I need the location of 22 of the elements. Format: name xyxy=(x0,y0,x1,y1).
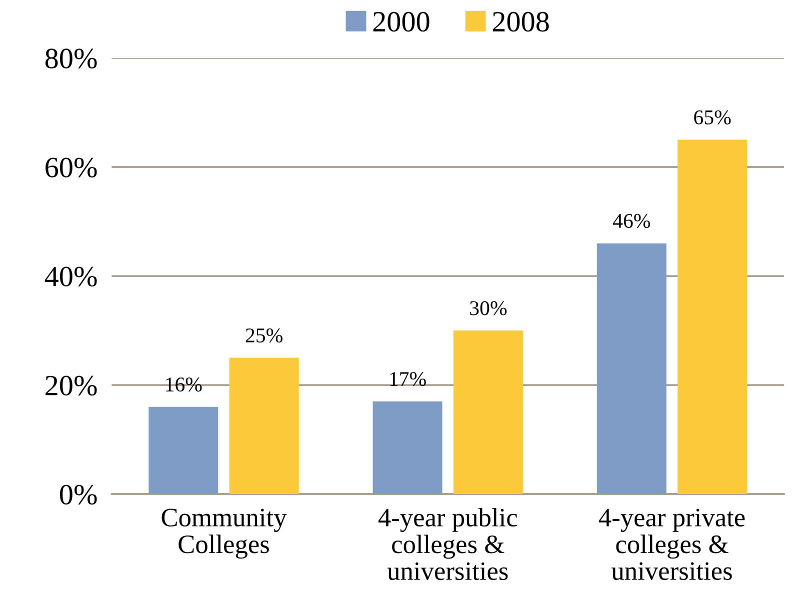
x-tick-label: Community Colleges xyxy=(162,508,287,559)
y-tick-label: 40% xyxy=(44,266,97,287)
y-tick-label: 0% xyxy=(60,484,97,505)
bar xyxy=(148,406,218,494)
data-label: 25% xyxy=(246,328,282,343)
x-tick-label: 4-year public colleges & universities xyxy=(378,508,518,580)
y-tick-label: 20% xyxy=(46,376,97,396)
legend-label: 2008 xyxy=(492,12,549,32)
y-tick-label: 60% xyxy=(46,158,97,178)
legend-label: 2000 xyxy=(373,12,430,32)
bar xyxy=(678,140,748,494)
x-tick-label: 4-year private colleges & universities xyxy=(598,508,745,580)
data-label: 46% xyxy=(612,214,650,228)
data-label: 16% xyxy=(166,377,202,392)
data-label: 65% xyxy=(694,110,731,124)
y-tick-label: 80% xyxy=(45,48,97,68)
data-label: 30% xyxy=(470,301,507,316)
data-label: 17% xyxy=(390,372,426,386)
bar xyxy=(372,401,442,494)
bar xyxy=(596,243,666,494)
bar xyxy=(453,330,523,494)
bar xyxy=(229,358,299,494)
